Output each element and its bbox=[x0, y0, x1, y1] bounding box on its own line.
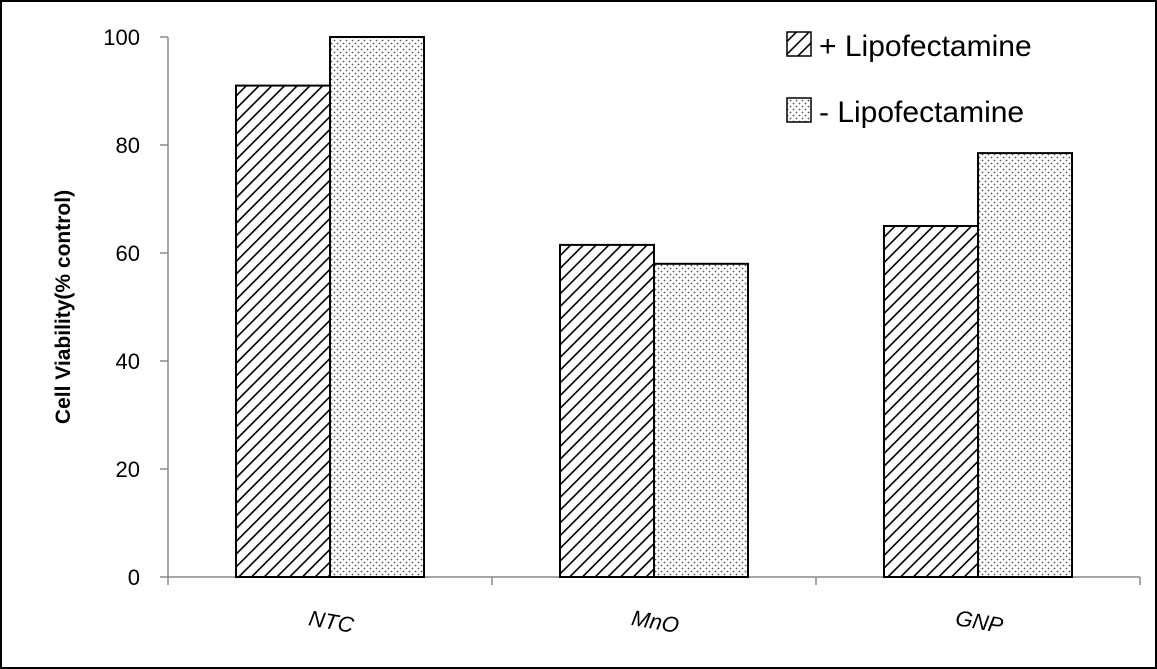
y-axis-title: Cell Viability(% control) bbox=[52, 190, 75, 424]
y-tick-label: 60 bbox=[116, 241, 140, 266]
bar-gnp-series-1 bbox=[883, 225, 979, 578]
bar-ntc-series-1 bbox=[235, 84, 331, 578]
legend-swatch-2 bbox=[786, 97, 812, 123]
y-tick-label: 80 bbox=[116, 133, 140, 158]
bar-ntc-series-2 bbox=[329, 36, 425, 578]
y-tick-label: 40 bbox=[116, 349, 140, 374]
legend: + Lipofectamine - Lipofectamine bbox=[786, 30, 1032, 129]
bar-mno-series-2 bbox=[653, 262, 749, 578]
bar-gnp-series-2 bbox=[977, 152, 1073, 578]
bar-mno-series-1 bbox=[559, 243, 655, 578]
y-tick-label: 100 bbox=[103, 25, 140, 50]
y-tick-label: 0 bbox=[128, 565, 140, 590]
legend-label-2: - Lipofectamine bbox=[819, 96, 1024, 129]
legend-swatch-1 bbox=[786, 31, 812, 57]
bars bbox=[235, 36, 1073, 578]
legend-label-1: + Lipofectamine bbox=[819, 30, 1032, 63]
y-tick-label: 20 bbox=[116, 457, 140, 482]
